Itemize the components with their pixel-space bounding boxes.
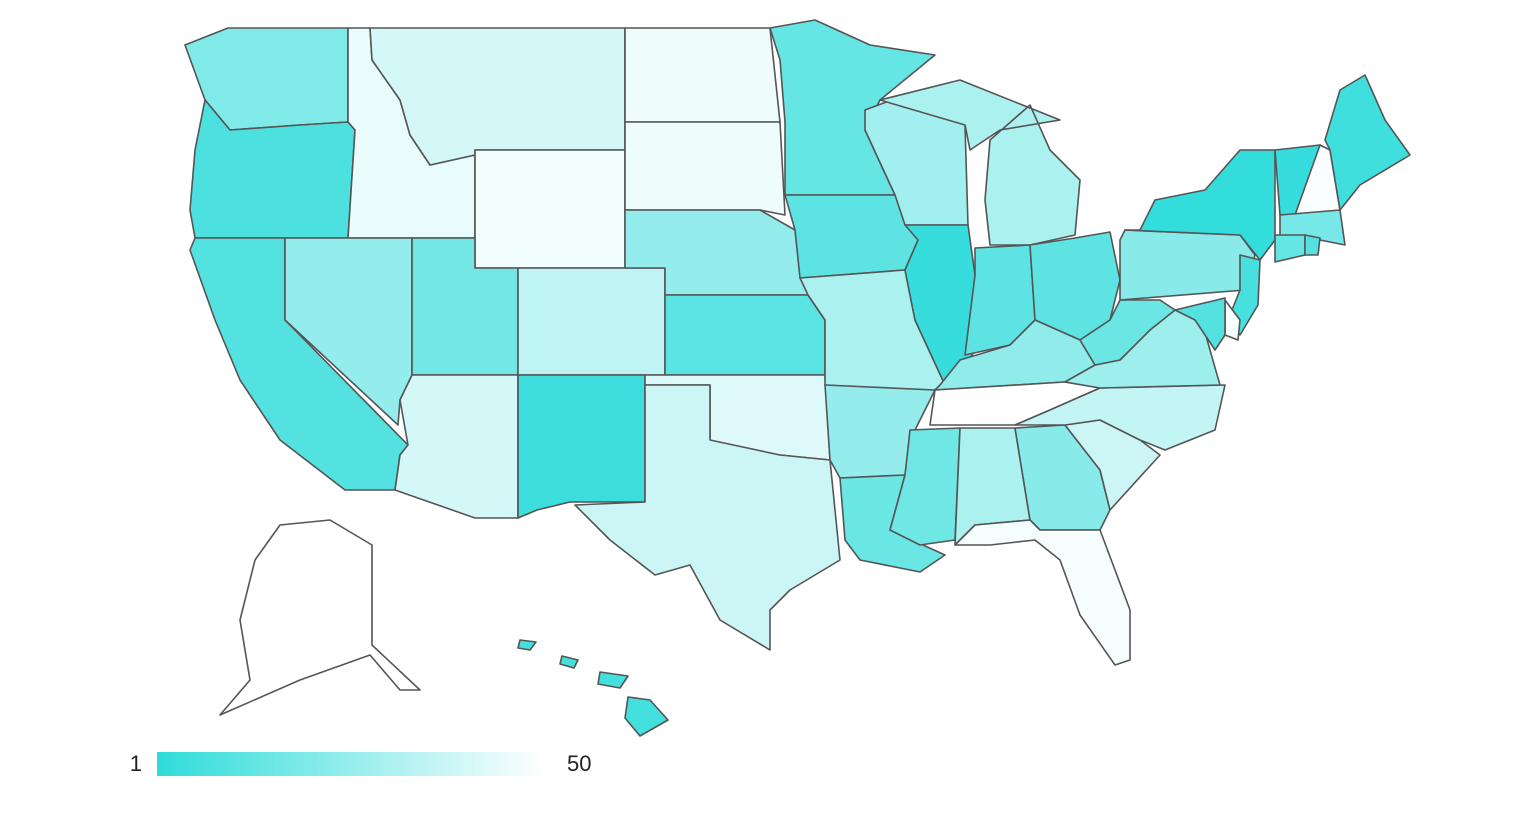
state: [624, 27, 781, 123]
state: [474, 149, 626, 269]
state: [574, 384, 841, 651]
state: [1119, 229, 1256, 301]
scale-max-label: 50: [567, 751, 591, 776]
state: [784, 194, 919, 279]
state: [1324, 74, 1411, 211]
state: [1274, 234, 1306, 263]
scale-min-label: 1: [130, 751, 142, 776]
state: [1304, 234, 1321, 256]
state: [954, 519, 1131, 666]
state: [517, 267, 666, 376]
states: [184, 19, 1411, 737]
state: [219, 519, 421, 716]
state: [624, 121, 786, 216]
state: [517, 374, 646, 519]
state: [1014, 384, 1226, 451]
state: [664, 294, 826, 376]
state: [1124, 149, 1276, 261]
state: [1174, 297, 1226, 351]
state: [517, 639, 669, 737]
state: [879, 79, 1081, 246]
color-scale-bar: [157, 752, 545, 776]
state: [394, 374, 519, 519]
